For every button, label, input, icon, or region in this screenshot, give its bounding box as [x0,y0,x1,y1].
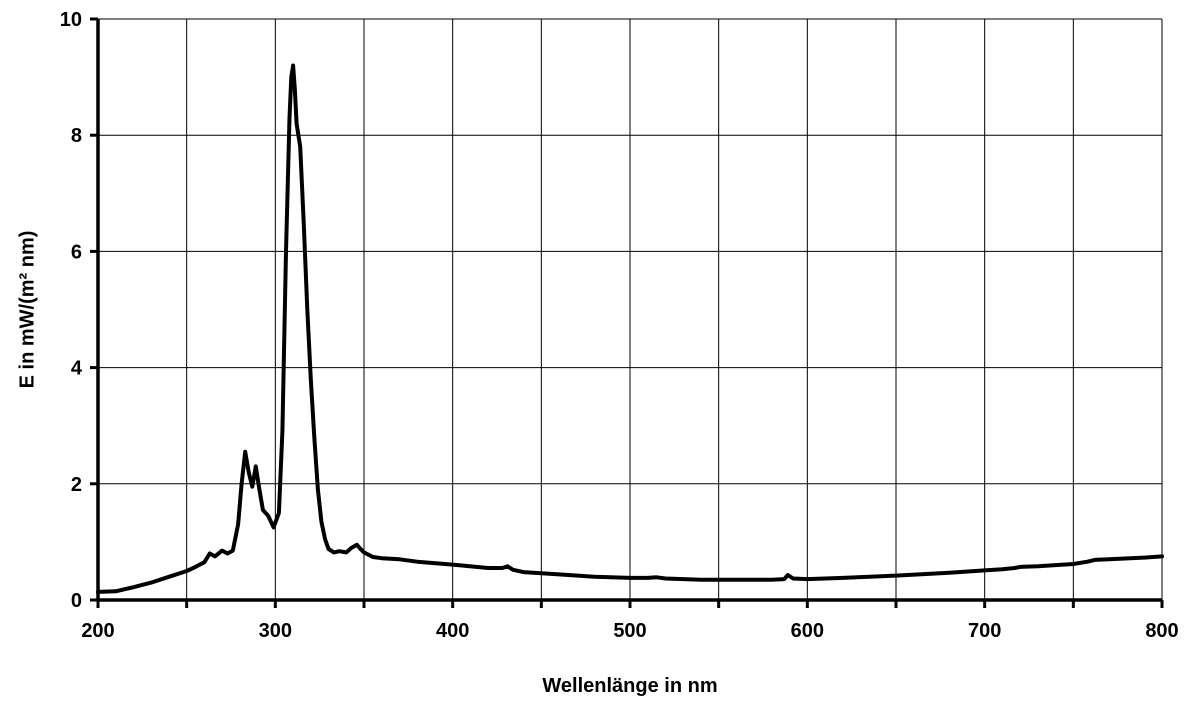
y-axis-title: E in mW/(m² nm) [16,231,38,389]
x-tick-label: 500 [613,620,646,642]
x-tick-label: 700 [968,620,1001,642]
x-tick-label: 800 [1145,620,1178,642]
series-line [96,63,1164,594]
y-tick-label: 10 [60,9,82,31]
x-tick-label: 200 [81,620,114,642]
series-layer [96,63,1164,594]
gridlines [98,18,1163,600]
y-tick-label: 0 [71,590,82,612]
x-tick-label: 300 [259,620,292,642]
y-tick-label: 4 [71,358,83,380]
y-tick-label: 8 [71,125,82,147]
x-tick-label: 400 [436,620,469,642]
tick-labels: 200 300 400 500 600 700 800 0 2 4 6 8 10 [60,9,1179,642]
axes [90,17,1164,608]
x-tick-label: 600 [791,620,824,642]
y-tick-label: 2 [71,474,82,496]
x-axis-title: Wellenlänge in nm [542,675,717,697]
y-tick-label: 6 [71,241,82,263]
